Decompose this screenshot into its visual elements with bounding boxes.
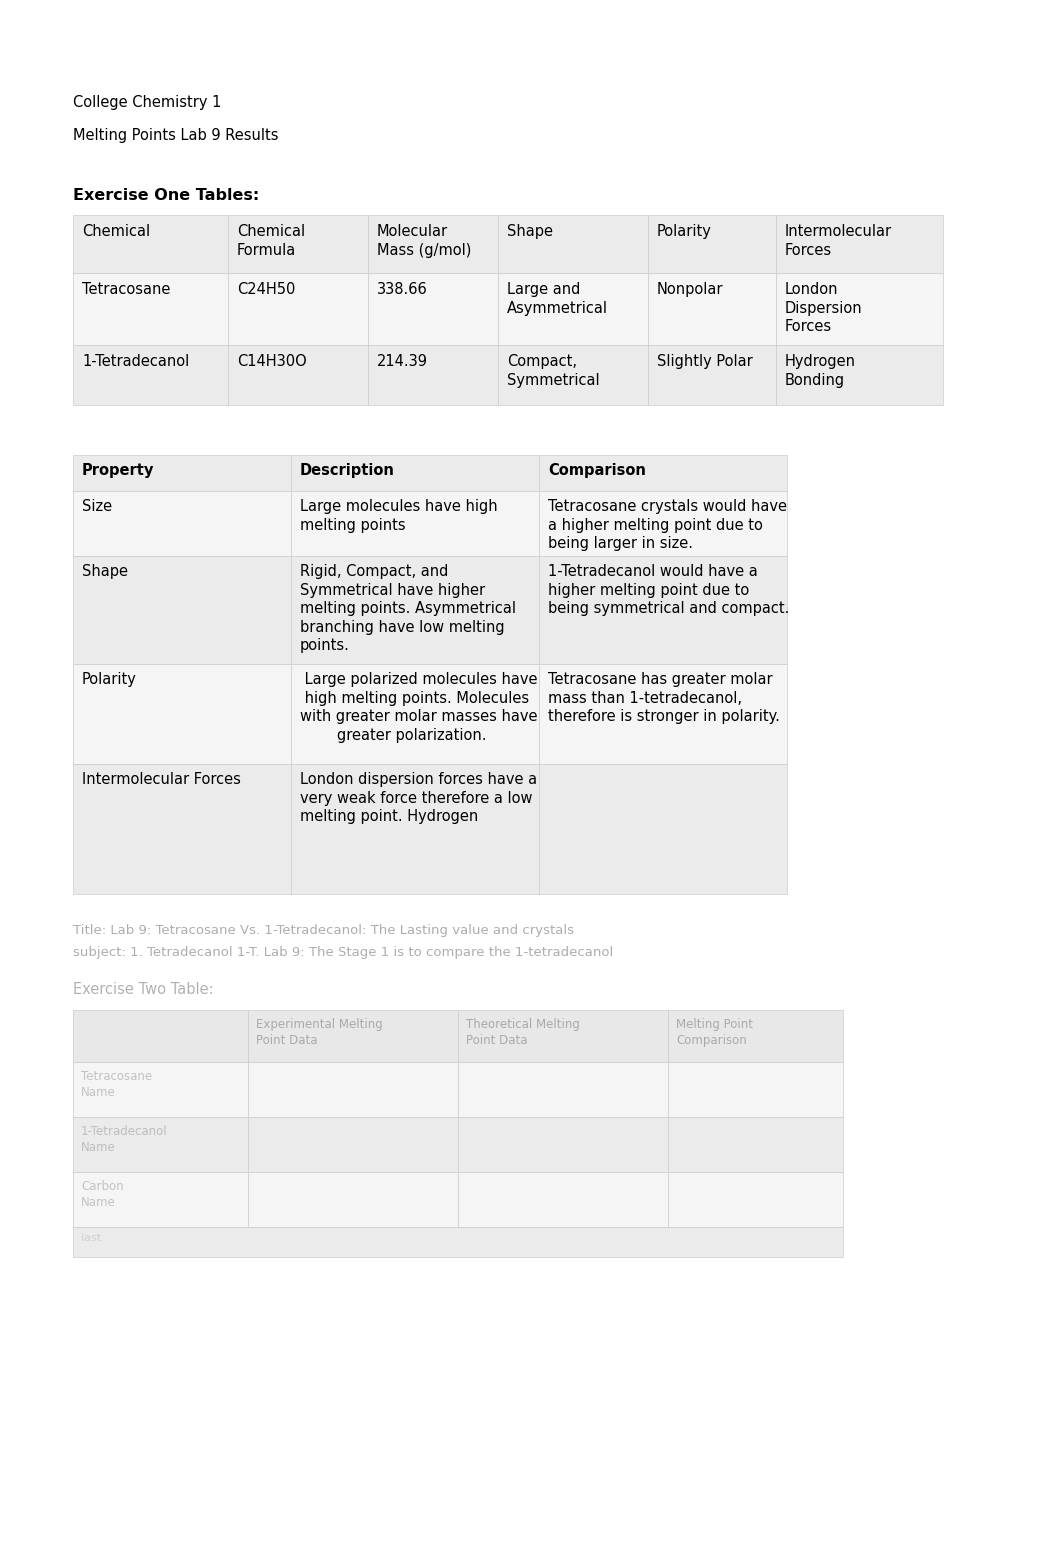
Bar bbox=[291, 664, 539, 764]
Text: Large polarized molecules have
 high melting points. Molecules
with greater mola: Large polarized molecules have high melt… bbox=[299, 672, 537, 742]
Text: London dispersion forces have a
very weak force therefore a low
melting point. H: London dispersion forces have a very wea… bbox=[299, 772, 537, 825]
Text: Chemical: Chemical bbox=[82, 224, 150, 240]
Bar bbox=[249, 1063, 458, 1117]
Text: 1-Tetradecanol
Name: 1-Tetradecanol Name bbox=[81, 1125, 168, 1155]
Bar bbox=[668, 1117, 843, 1172]
Bar bbox=[458, 1117, 668, 1172]
Text: Property: Property bbox=[82, 464, 154, 478]
Text: Tetracosane has greater molar
mass than 1-tetradecanol,
therefore is stronger in: Tetracosane has greater molar mass than … bbox=[548, 672, 780, 724]
Bar bbox=[458, 1172, 668, 1228]
Bar bbox=[539, 664, 787, 764]
Bar bbox=[249, 1117, 458, 1172]
Text: Description: Description bbox=[299, 464, 395, 478]
Text: Shape: Shape bbox=[507, 224, 553, 240]
Bar bbox=[458, 1010, 668, 1063]
Bar bbox=[648, 272, 776, 345]
Bar bbox=[648, 215, 776, 272]
Text: Tetracosane: Tetracosane bbox=[82, 282, 170, 297]
Bar bbox=[369, 345, 498, 405]
Bar bbox=[73, 664, 291, 764]
Bar bbox=[291, 555, 539, 664]
Bar bbox=[648, 345, 776, 405]
Text: College Chemistry 1: College Chemistry 1 bbox=[73, 95, 221, 110]
Bar bbox=[369, 215, 498, 272]
Bar bbox=[228, 272, 369, 345]
Text: Size: Size bbox=[82, 499, 113, 513]
Bar bbox=[291, 454, 539, 492]
Bar bbox=[249, 1010, 458, 1063]
Bar bbox=[291, 764, 539, 895]
Bar bbox=[73, 555, 291, 664]
Bar bbox=[776, 345, 943, 405]
Bar bbox=[73, 454, 291, 492]
Bar bbox=[668, 1063, 843, 1117]
Bar bbox=[539, 492, 787, 555]
Bar bbox=[73, 215, 228, 272]
Bar bbox=[539, 454, 787, 492]
Text: London
Dispersion
Forces: London Dispersion Forces bbox=[785, 282, 862, 335]
Bar bbox=[73, 1010, 249, 1063]
Text: 338.66: 338.66 bbox=[377, 282, 428, 297]
Text: Molecular
Mass (g/mol): Molecular Mass (g/mol) bbox=[377, 224, 472, 258]
Text: Comparison: Comparison bbox=[548, 464, 646, 478]
Bar bbox=[668, 1172, 843, 1228]
Text: C24H50: C24H50 bbox=[237, 282, 295, 297]
Text: Experimental Melting
Point Data: Experimental Melting Point Data bbox=[256, 1018, 382, 1047]
Bar bbox=[776, 272, 943, 345]
Bar bbox=[249, 1172, 458, 1228]
Bar bbox=[539, 555, 787, 664]
Bar bbox=[498, 345, 648, 405]
Text: Shape: Shape bbox=[82, 563, 129, 579]
Bar bbox=[228, 215, 369, 272]
Text: Intermolecular
Forces: Intermolecular Forces bbox=[785, 224, 892, 258]
Text: Title: Lab 9: Tetracosane Vs. 1-Tetradecanol: The Lasting value and crystals: Title: Lab 9: Tetracosane Vs. 1-Tetradec… bbox=[73, 924, 573, 937]
Text: subject: 1. Tetradecanol 1-T. Lab 9: The Stage 1 is to compare the 1-tetradecano: subject: 1. Tetradecanol 1-T. Lab 9: The… bbox=[73, 946, 613, 958]
Text: Nonpolar: Nonpolar bbox=[657, 282, 723, 297]
Text: Melting Points Lab 9 Results: Melting Points Lab 9 Results bbox=[73, 128, 278, 143]
Bar bbox=[73, 764, 291, 895]
Text: Polarity: Polarity bbox=[82, 672, 137, 688]
Text: Large molecules have high
melting points: Large molecules have high melting points bbox=[299, 499, 498, 532]
Text: Intermolecular Forces: Intermolecular Forces bbox=[82, 772, 241, 787]
Text: Exercise Two Table:: Exercise Two Table: bbox=[73, 982, 213, 997]
Text: Melting Point
Comparison: Melting Point Comparison bbox=[676, 1018, 753, 1047]
Text: Compact,
Symmetrical: Compact, Symmetrical bbox=[507, 355, 600, 387]
Text: Theoretical Melting
Point Data: Theoretical Melting Point Data bbox=[466, 1018, 580, 1047]
Bar bbox=[291, 492, 539, 555]
Text: last: last bbox=[81, 1232, 101, 1243]
Text: Exercise One Tables:: Exercise One Tables: bbox=[73, 188, 259, 202]
Text: Chemical
Formula: Chemical Formula bbox=[237, 224, 305, 258]
Text: 1-Tetradecanol would have a
higher melting point due to
being symmetrical and co: 1-Tetradecanol would have a higher melti… bbox=[548, 563, 789, 616]
Text: 1-Tetradecanol: 1-Tetradecanol bbox=[82, 355, 189, 369]
Text: Carbon
Name: Carbon Name bbox=[81, 1179, 123, 1209]
Bar bbox=[458, 1063, 668, 1117]
Text: Polarity: Polarity bbox=[657, 224, 712, 240]
Text: Hydrogen
Bonding: Hydrogen Bonding bbox=[785, 355, 856, 387]
Bar bbox=[539, 764, 787, 895]
Bar bbox=[369, 272, 498, 345]
Bar bbox=[668, 1010, 843, 1063]
Text: 214.39: 214.39 bbox=[377, 355, 428, 369]
Text: C14H30O: C14H30O bbox=[237, 355, 307, 369]
Text: Rigid, Compact, and
Symmetrical have higher
melting points. Asymmetrical
branchi: Rigid, Compact, and Symmetrical have hig… bbox=[299, 563, 516, 654]
Bar bbox=[73, 1063, 249, 1117]
Bar bbox=[498, 272, 648, 345]
Text: Slightly Polar: Slightly Polar bbox=[657, 355, 753, 369]
Bar bbox=[73, 272, 228, 345]
Bar bbox=[776, 215, 943, 272]
Text: Large and
Asymmetrical: Large and Asymmetrical bbox=[507, 282, 609, 316]
Text: Tetracosane crystals would have
a higher melting point due to
being larger in si: Tetracosane crystals would have a higher… bbox=[548, 499, 787, 551]
Bar bbox=[228, 345, 369, 405]
Bar bbox=[73, 1172, 249, 1228]
Text: Tetracosane
Name: Tetracosane Name bbox=[81, 1071, 152, 1099]
Bar bbox=[73, 1117, 249, 1172]
Bar bbox=[73, 1228, 843, 1257]
Bar bbox=[498, 215, 648, 272]
Bar bbox=[73, 492, 291, 555]
Bar bbox=[73, 345, 228, 405]
